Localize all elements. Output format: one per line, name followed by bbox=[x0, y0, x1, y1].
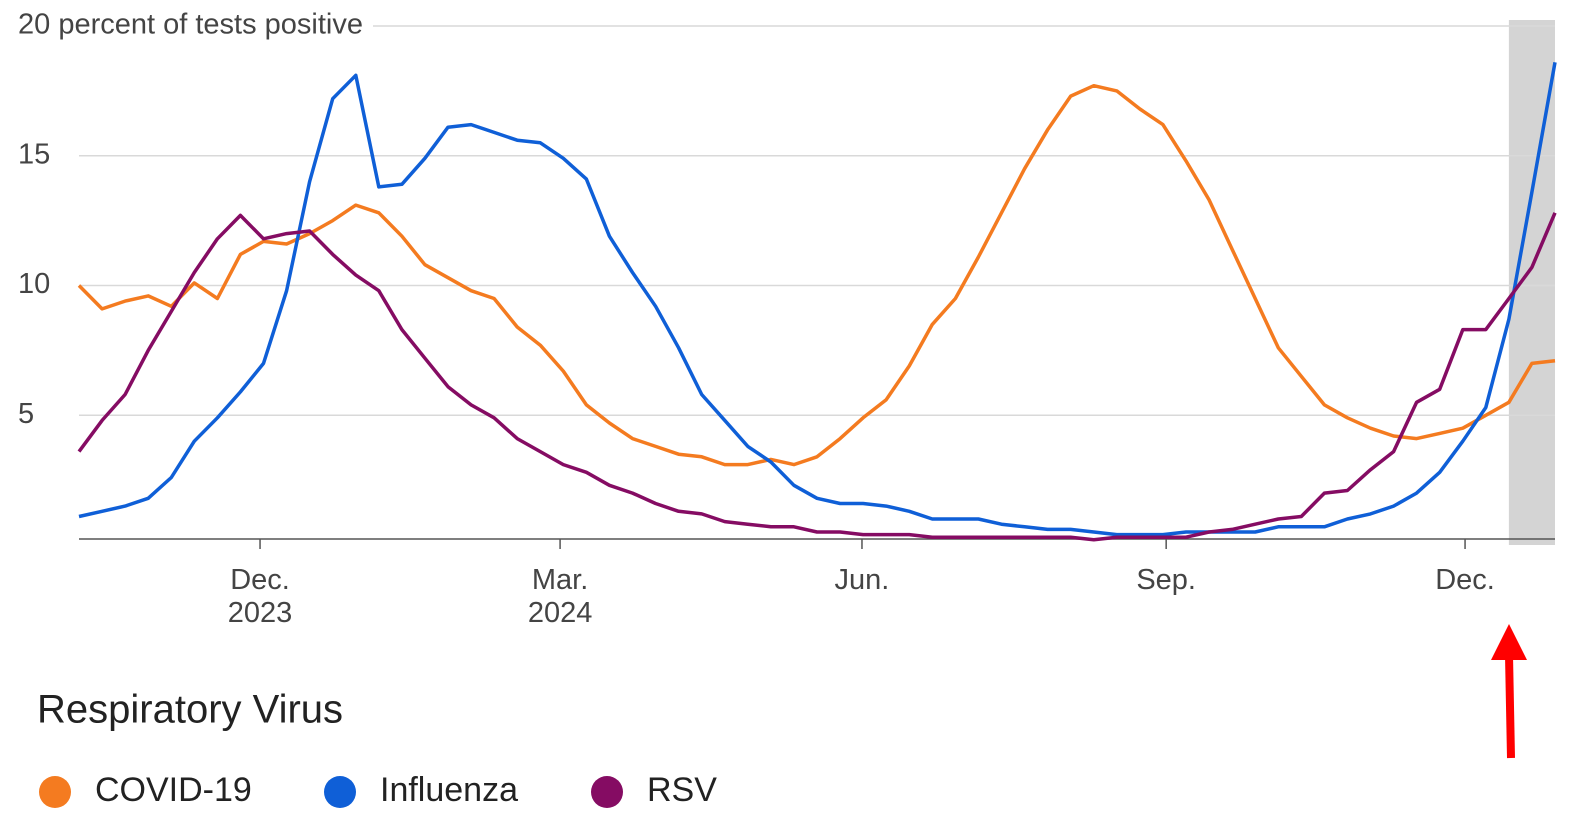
y-tick-label: 10 bbox=[18, 268, 50, 300]
line-series bbox=[77, 83, 1556, 467]
annotation-arrow bbox=[1491, 624, 1527, 759]
x-tick-label: Dec. bbox=[1435, 564, 1495, 596]
y-tick-label: 15 bbox=[18, 138, 50, 170]
legend-title: Respiratory Virus bbox=[37, 688, 343, 732]
legend-swatch bbox=[39, 776, 71, 808]
legend-label: Influenza bbox=[380, 771, 518, 809]
legend-swatch bbox=[324, 776, 356, 808]
x-tick-label: Jun. bbox=[834, 564, 890, 596]
legend-swatch bbox=[591, 776, 623, 808]
line-series bbox=[77, 212, 1557, 542]
x-tick-label: Sep. bbox=[1136, 564, 1196, 596]
x-tick-label: Dec. 2023 bbox=[227, 564, 293, 629]
x-tick-label: Mar. 2024 bbox=[527, 564, 593, 629]
y-tick-label: 20 percent of tests positive bbox=[18, 9, 363, 41]
legend-label: COVID-19 bbox=[95, 771, 252, 809]
legend-label: RSV bbox=[647, 771, 717, 809]
y-tick-label: 5 bbox=[18, 398, 34, 430]
line-series bbox=[78, 61, 1557, 537]
